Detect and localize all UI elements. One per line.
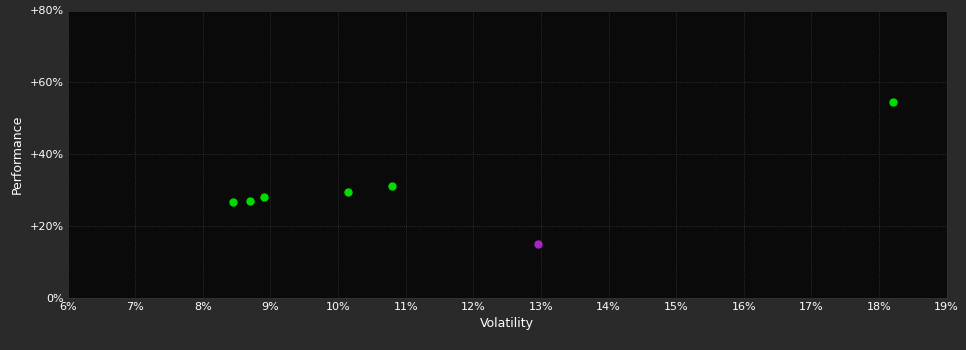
X-axis label: Volatility: Volatility	[480, 317, 534, 330]
Point	[341, 189, 356, 195]
Point	[529, 241, 545, 247]
Point	[226, 199, 242, 205]
Y-axis label: Performance: Performance	[11, 114, 24, 194]
Point	[885, 99, 900, 105]
Point	[242, 198, 258, 203]
Point	[384, 183, 400, 189]
Point	[256, 194, 271, 200]
